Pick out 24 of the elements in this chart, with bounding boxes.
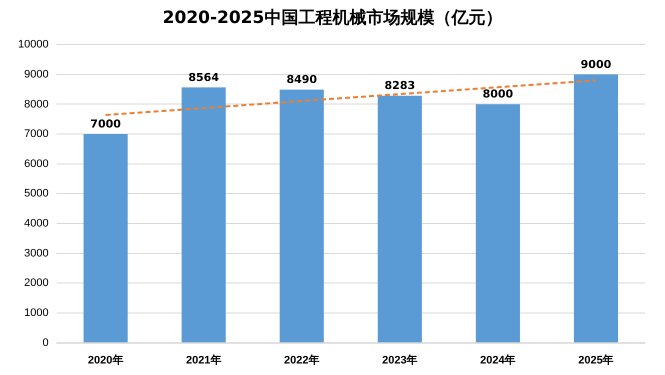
y-tick-label: 7000 — [24, 128, 49, 140]
y-tick-label: 3000 — [24, 247, 49, 260]
y-tick-label: 1000 — [24, 307, 49, 320]
chart-title: 2020-2025中国工程机械市场规模（亿元） — [162, 7, 504, 30]
y-tick-label: 4000 — [24, 218, 49, 230]
y-tick-label: 9000 — [24, 68, 49, 80]
y-tick-label: 0 — [42, 336, 49, 349]
x-tick-label: 2024年 — [480, 353, 516, 366]
data-label: 8564 — [188, 70, 220, 84]
data-label: 9000 — [580, 58, 612, 71]
x-tick-label: 2021年 — [186, 353, 222, 366]
data-label: 8283 — [384, 79, 416, 92]
x-tick-label: 2023年 — [382, 353, 418, 366]
data-label: 8000 — [482, 88, 514, 101]
x-tick-label: 2022年 — [284, 353, 320, 366]
y-tick-label: 6000 — [24, 158, 49, 170]
data-label: 8490 — [286, 72, 318, 86]
y-tick-label: 2000 — [24, 277, 49, 290]
y-tick-label: 5000 — [24, 188, 49, 200]
y-tick-label: 8000 — [24, 98, 49, 110]
x-tick-label: 2020年 — [88, 353, 124, 366]
x-tick-label: 2025年 — [578, 353, 614, 366]
data-label: 7000 — [90, 117, 122, 130]
y-tick-label: 10000 — [18, 38, 49, 51]
